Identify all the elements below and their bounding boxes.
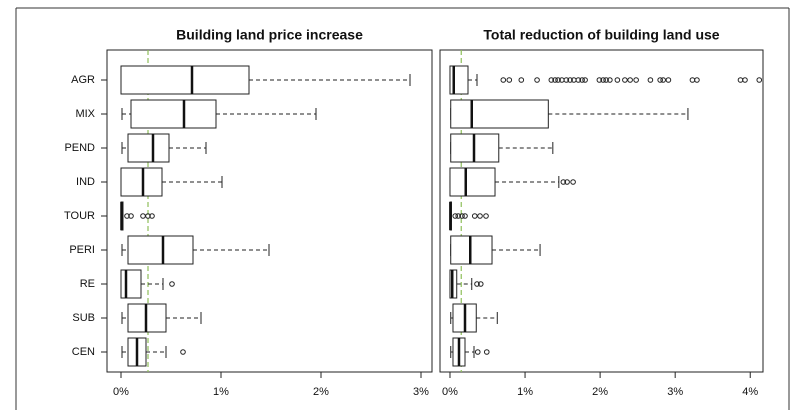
outlier: [660, 77, 666, 83]
x-tick-label: 3%: [667, 386, 683, 398]
x-tick-label: 1%: [517, 386, 533, 398]
outlier: [459, 213, 465, 219]
outlier: [180, 349, 186, 355]
outlier: [657, 77, 663, 83]
outlier: [548, 77, 555, 83]
outlier: [564, 179, 570, 185]
category-label: TOUR: [64, 210, 95, 222]
outlier: [149, 213, 155, 219]
outlier: [477, 213, 483, 219]
chart-title: Building land price increase: [176, 27, 363, 43]
outlier: [518, 77, 525, 83]
outlier: [563, 77, 570, 83]
box: [449, 167, 496, 197]
box: [127, 235, 194, 265]
outlier: [694, 77, 700, 83]
box: [130, 99, 217, 129]
outlier: [737, 77, 744, 83]
category-label: MIX: [75, 108, 95, 120]
outlier: [483, 213, 489, 219]
x-tick-label: 0%: [113, 386, 129, 398]
category-label: PEND: [64, 142, 95, 154]
outlier: [506, 77, 513, 83]
outlier: [570, 179, 576, 185]
category-label: CEN: [72, 346, 95, 358]
outlier: [500, 77, 507, 83]
outlier: [145, 213, 151, 219]
outlier: [552, 77, 558, 83]
outlier: [471, 213, 478, 219]
outlier: [452, 213, 459, 219]
chart-title: Total reduction of building land use: [483, 27, 719, 43]
category-label: RE: [80, 278, 95, 290]
outlier: [555, 77, 561, 83]
outlier: [474, 281, 480, 287]
outlier: [665, 77, 672, 83]
outlier: [483, 349, 490, 355]
outlier: [579, 77, 585, 83]
outlier: [622, 77, 628, 83]
box: [120, 269, 142, 299]
plot-area: [439, 49, 764, 373]
outlier: [462, 213, 468, 219]
outlier: [534, 77, 540, 83]
outlier: [560, 179, 567, 185]
outlier: [455, 213, 462, 219]
box: [127, 133, 170, 163]
outlier: [575, 77, 582, 83]
outlier: [124, 213, 130, 219]
x-tick-label: 4%: [742, 386, 758, 398]
outlier: [128, 213, 134, 219]
outlier: [756, 77, 763, 83]
outlier: [169, 281, 175, 287]
category-label: PERI: [69, 244, 95, 256]
x-tick-label: 2%: [592, 386, 608, 398]
outlier: [689, 77, 696, 83]
outlier: [596, 77, 603, 83]
outlier: [582, 77, 588, 83]
x-tick-label: 3%: [413, 386, 429, 398]
box: [120, 65, 250, 95]
category-label: AGR: [71, 74, 95, 86]
outlier: [742, 77, 748, 83]
outlier: [627, 77, 633, 83]
outlier: [474, 349, 481, 355]
category-label: IND: [76, 176, 95, 188]
outlier: [603, 77, 609, 83]
outlier: [600, 77, 606, 83]
outlier: [633, 77, 639, 83]
category-label: SUB: [72, 312, 95, 324]
outlier: [140, 213, 146, 219]
outlier: [607, 77, 613, 83]
x-tick-label: 2%: [313, 386, 329, 398]
box: [120, 167, 163, 197]
x-tick-label: 1%: [213, 386, 229, 398]
outlier: [647, 77, 654, 83]
box: [450, 99, 549, 129]
outlier: [567, 77, 573, 83]
x-tick-label: 0%: [442, 386, 458, 398]
plot-area: [106, 49, 433, 373]
outlier: [477, 281, 484, 287]
outlier: [614, 77, 621, 83]
